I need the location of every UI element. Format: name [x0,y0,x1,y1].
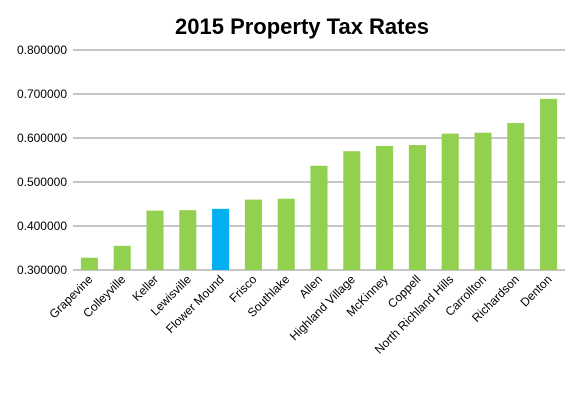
y-tick-label: 0.600000 [17,131,67,145]
chart-title: 2015 Property Tax Rates [175,14,429,39]
bars [80,98,558,270]
bar-frisco [244,199,262,270]
bar-allen [310,165,328,270]
y-tick-label: 0.700000 [17,87,67,101]
y-axis-tick-labels: 0.300000 0.400000 0.500000 0.600000 0.700000… [17,43,67,277]
bar-lewisville [179,210,197,270]
bar-carrollton [474,132,492,270]
bar-denton [540,98,558,270]
x-tick-label: Flower Mound [163,272,227,336]
y-tick-label: 0.500000 [17,175,67,189]
bar-southlake [277,198,295,270]
x-tick-label: Allen [296,272,325,301]
bar-grapevine [80,257,98,270]
bar-highland-village [343,151,361,270]
bar-colleyville [113,245,131,270]
x-tick-label: Denton [517,272,554,309]
bar-north-richland-hills [441,133,459,270]
bar-flower-mound [212,208,230,270]
bar-coppell [408,145,426,270]
bar-richardson [507,123,525,270]
y-tick-label: 0.800000 [17,43,67,57]
bar-keller [146,210,164,270]
bar-mckinney [376,145,394,270]
y-tick-label: 0.300000 [17,263,67,277]
y-tick-label: 0.400000 [17,219,67,233]
